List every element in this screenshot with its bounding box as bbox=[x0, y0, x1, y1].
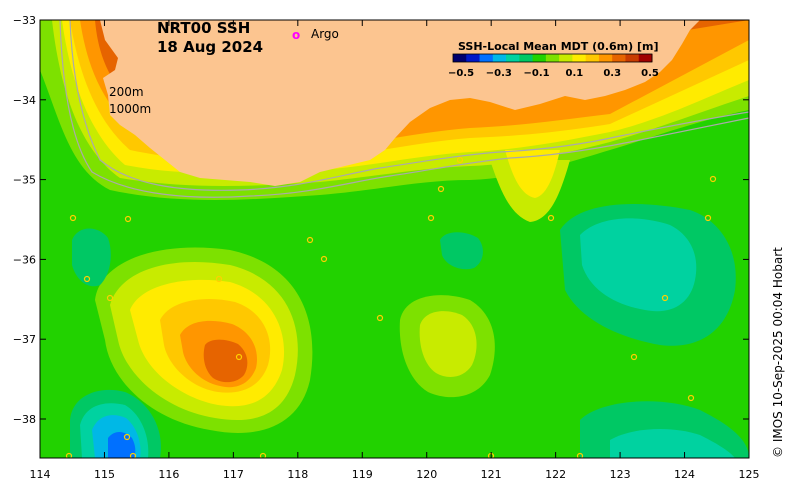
y-axis: −33 −34 −35 −36 −37 −38 bbox=[13, 14, 749, 426]
colorbar-swatch bbox=[545, 54, 560, 62]
argo-float bbox=[630, 353, 638, 361]
argo-float bbox=[306, 236, 314, 244]
contour-tongue-yellow bbox=[505, 150, 560, 198]
contour-cold-east-inner bbox=[580, 218, 697, 312]
colorbar-title: SSH-Local Mean MDT (0.6m) [m] bbox=[458, 40, 658, 53]
argo-float bbox=[661, 294, 669, 302]
argo-float bbox=[215, 275, 223, 283]
colorbar-ticks: −0.5 −0.3 −0.1 0.1 0.3 0.5 bbox=[448, 68, 659, 79]
argo-float bbox=[547, 214, 555, 222]
x-tick-label: 124 bbox=[674, 468, 695, 481]
argo-float bbox=[65, 452, 73, 458]
colorbar-swatch bbox=[559, 54, 573, 62]
argo-float bbox=[259, 452, 267, 458]
isobath-200-line bbox=[69, 20, 749, 191]
map-title: NRT00 SSH bbox=[157, 19, 250, 37]
argo-float bbox=[437, 185, 445, 193]
argo-float bbox=[69, 214, 77, 222]
x-tick-label: 120 bbox=[416, 468, 437, 481]
colorbar-swatch bbox=[506, 54, 520, 62]
contour-cold-se-inner bbox=[610, 428, 735, 458]
colorbar-swatch bbox=[492, 54, 507, 62]
argo-float bbox=[83, 275, 91, 283]
argo-float bbox=[709, 175, 717, 183]
y-tick-label: −37 bbox=[13, 333, 36, 346]
x-tick-label: 119 bbox=[352, 468, 373, 481]
colorbar-swatch bbox=[585, 54, 600, 62]
colorbar-swatch bbox=[519, 54, 534, 62]
colorbar-swatch bbox=[479, 54, 494, 62]
contour-eddy2-yellow bbox=[419, 311, 477, 377]
colorbar-tick-label: −0.5 bbox=[448, 68, 474, 79]
argo-float bbox=[456, 156, 464, 164]
plot-area bbox=[40, 20, 749, 458]
isobath-200-label: 200m bbox=[109, 85, 144, 99]
isobath-1000-line bbox=[59, 20, 749, 198]
credit-text: © IMOS 10-Sep-2025 00:04 Hobart bbox=[771, 247, 785, 458]
x-tick-label: 115 bbox=[94, 468, 115, 481]
y-tick-label: −35 bbox=[13, 174, 36, 187]
x-tick-label: 117 bbox=[223, 468, 244, 481]
argo-legend-marker: o bbox=[292, 28, 300, 42]
map-date: 18 Aug 2024 bbox=[157, 38, 263, 56]
x-tick-label: 125 bbox=[739, 468, 760, 481]
colorbar-swatch bbox=[453, 54, 467, 62]
colorbar-swatch bbox=[625, 54, 640, 62]
colorbar-swatch bbox=[572, 54, 587, 62]
argo-float bbox=[704, 214, 712, 222]
colorbar-tick-label: −0.1 bbox=[524, 68, 550, 79]
colorbar-swatch bbox=[598, 54, 613, 62]
x-tick-label: 122 bbox=[545, 468, 566, 481]
argo-float bbox=[320, 255, 328, 263]
x-tick-label: 118 bbox=[287, 468, 308, 481]
argo-floats bbox=[65, 156, 717, 458]
y-tick-label: −36 bbox=[13, 253, 36, 266]
x-tick-label: 116 bbox=[158, 468, 179, 481]
colorbar-tick-label: 0.1 bbox=[566, 68, 584, 79]
x-tick-label: 123 bbox=[610, 468, 631, 481]
argo-float bbox=[106, 294, 114, 302]
y-tick-label: −33 bbox=[13, 14, 36, 27]
x-tick-label: 121 bbox=[481, 468, 502, 481]
plot-frame bbox=[39, 19, 750, 459]
colorbar-swatch bbox=[466, 54, 481, 62]
x-tick-label: 114 bbox=[30, 468, 51, 481]
argo-float bbox=[235, 353, 243, 361]
contour-cold-west bbox=[72, 228, 111, 287]
argo-float bbox=[687, 394, 695, 402]
y-tick-label: −34 bbox=[13, 94, 36, 107]
colorbar-swatch bbox=[612, 54, 626, 62]
contour-eddy-core bbox=[203, 339, 248, 383]
colorbar-swatch bbox=[532, 54, 547, 62]
x-axis: 114 115 116 117 118 119 120 121 122 123 124 125 bbox=[30, 20, 760, 481]
argo-float bbox=[124, 215, 132, 223]
colorbar-tick-label: 0.3 bbox=[603, 68, 621, 79]
isobath-1000-label: 1000m bbox=[109, 102, 151, 116]
isobaths bbox=[59, 20, 749, 198]
colorbar-tick-label: 0.5 bbox=[641, 68, 659, 79]
colorbar-frame bbox=[452, 53, 653, 63]
colorbar bbox=[452, 53, 653, 63]
argo-float bbox=[129, 452, 137, 458]
y-tick-label: −38 bbox=[13, 413, 36, 426]
colorbar-swatch bbox=[638, 54, 653, 62]
argo-float bbox=[376, 314, 384, 322]
argo-float bbox=[123, 433, 131, 441]
argo-legend-label: Argo bbox=[311, 27, 339, 41]
colorbar-tick-label: −0.3 bbox=[486, 68, 512, 79]
argo-float bbox=[576, 452, 584, 458]
contour-cold-mid bbox=[440, 232, 483, 270]
argo-float bbox=[427, 214, 435, 222]
